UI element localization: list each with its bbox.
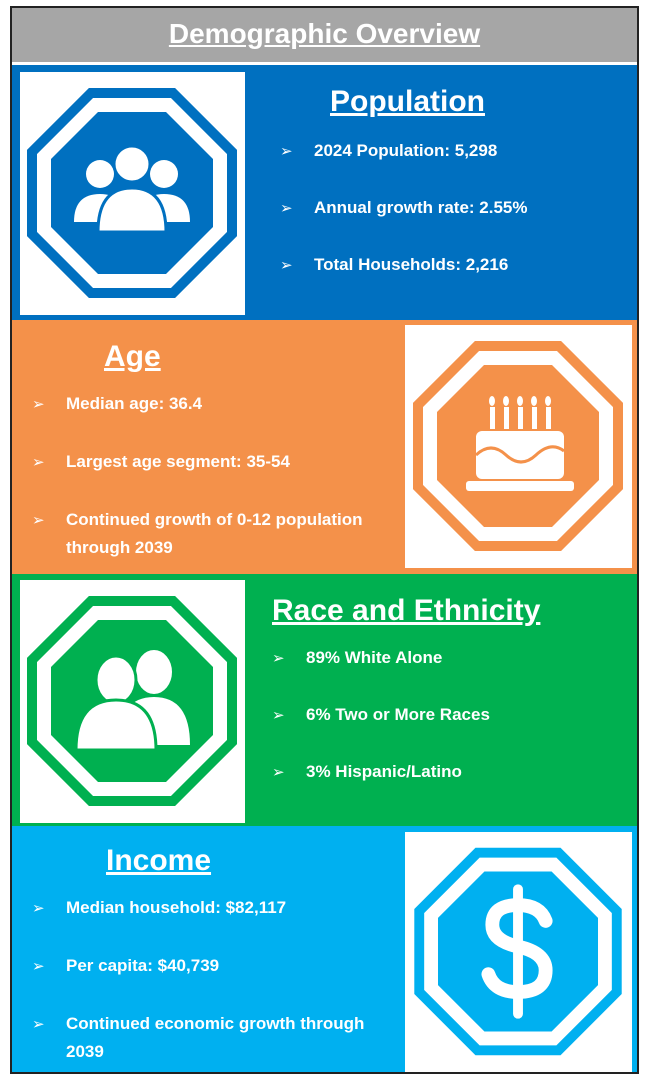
bullet: Median age: 36.4	[32, 390, 372, 418]
bullet: 3% Hispanic/Latino	[272, 758, 622, 786]
bullet: 2024 Population: 5,298	[280, 137, 630, 165]
age-icon	[405, 325, 632, 568]
income-section: Income Median household: $82,117 Per cap…	[12, 826, 637, 1072]
population-icon	[20, 72, 245, 315]
section-heading: Age	[104, 340, 161, 373]
section-heading: Population	[330, 85, 485, 118]
title: Demographic Overview	[12, 8, 637, 62]
section-heading: Race and Ethnicity	[272, 594, 541, 627]
infographic: Demographic Overview Population 2024 Pop…	[10, 6, 639, 1074]
bullet: Total Households: 2,216	[280, 251, 630, 279]
population-section: Population 2024 Population: 5,298 Annual…	[12, 65, 637, 320]
bullet: 89% White Alone	[272, 644, 622, 672]
bullet: Largest age segment: 35-54	[32, 448, 372, 476]
bullet: Per capita: $40,739	[32, 952, 372, 980]
age-section: Age Median age: 36.4 Largest age segment…	[12, 320, 637, 574]
income-icon	[405, 832, 632, 1072]
bullet: Annual growth rate: 2.55%	[280, 194, 630, 222]
bullet: Continued growth of 0-12 population thro…	[32, 506, 372, 562]
race-icon	[20, 580, 245, 823]
race-section: Race and Ethnicity 89% White Alone 6% Tw…	[12, 574, 637, 826]
section-heading: Income	[106, 844, 212, 877]
bullet: Median household: $82,117	[32, 894, 372, 922]
bullet: 6% Two or More Races	[272, 701, 622, 729]
bullet: Continued economic growth through 2039	[32, 1010, 372, 1066]
